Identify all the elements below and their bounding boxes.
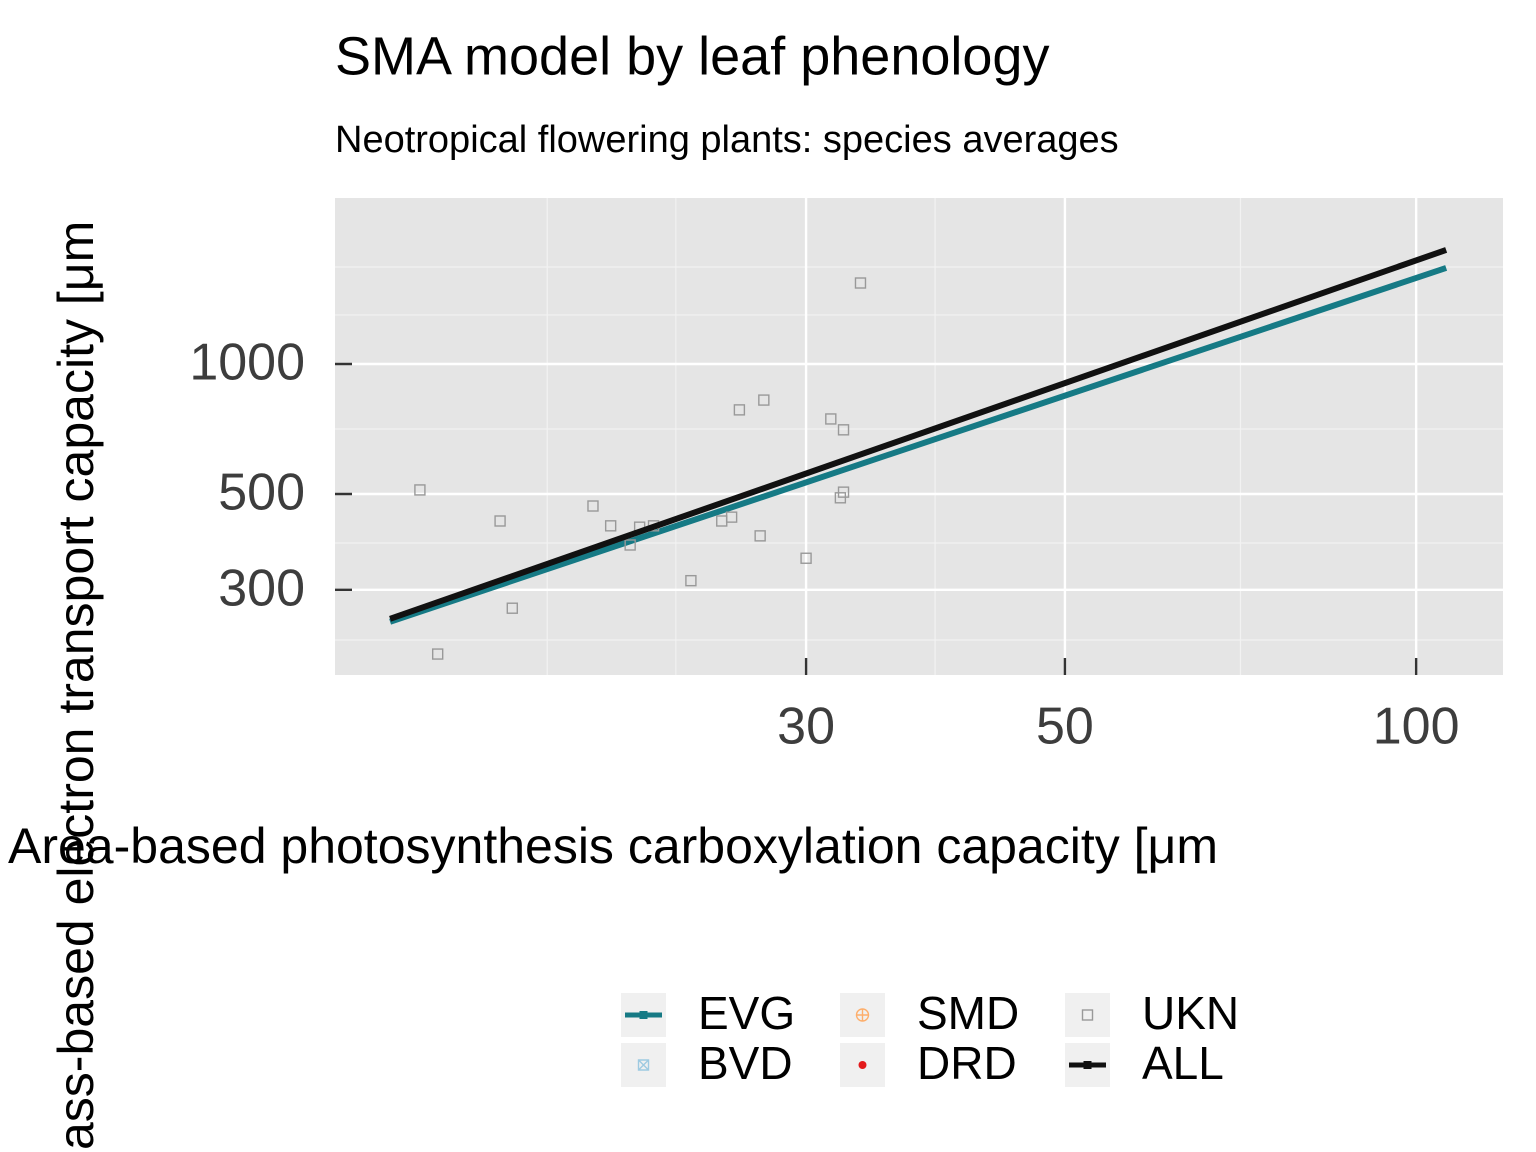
data-point xyxy=(414,484,426,496)
legend-label: BVD xyxy=(698,1037,793,1089)
data-point xyxy=(837,424,850,436)
y-tick-label: 1000 xyxy=(189,334,305,392)
data-point xyxy=(587,500,599,512)
data-point xyxy=(837,486,850,498)
data-point xyxy=(825,413,837,425)
x-axis-label: Area-based photosynthesis carboxylation … xyxy=(8,818,1218,874)
y-tick-label: 300 xyxy=(218,560,305,618)
data-point xyxy=(758,394,770,406)
legend-symbol xyxy=(1081,1009,1094,1021)
chart-subtitle: Neotropical flowering plants: species av… xyxy=(335,119,1119,161)
sma-line xyxy=(389,265,1448,625)
y-tick-label: 500 xyxy=(218,464,305,522)
x-tick-label: 100 xyxy=(1373,698,1460,756)
y-axis-label: ass-based electron transport capacity [μ… xyxy=(48,221,104,1150)
x-tick-label: 30 xyxy=(777,698,835,756)
legend-key xyxy=(1065,993,1110,1037)
legend-symbol xyxy=(637,1059,650,1071)
data-point xyxy=(506,602,518,614)
chart-title: SMA model by leaf phenology xyxy=(335,26,1049,86)
data-point xyxy=(854,277,867,289)
legend-label: DRD xyxy=(917,1037,1017,1089)
data-point xyxy=(733,404,746,416)
legend-label: UKN xyxy=(1142,987,1239,1039)
data-point xyxy=(725,511,738,523)
legend-label: EVG xyxy=(698,987,795,1039)
legend-line xyxy=(1083,1061,1092,1069)
sma-line xyxy=(389,247,1448,622)
legend-line xyxy=(639,1011,648,1019)
data-point xyxy=(685,574,697,587)
data-point xyxy=(800,552,812,564)
data-point xyxy=(604,520,617,532)
data-point xyxy=(624,539,636,551)
x-tick-label: 50 xyxy=(1036,698,1094,756)
data-point xyxy=(431,648,444,660)
legend-label: SMD xyxy=(917,987,1019,1039)
legend-symbol xyxy=(858,1061,867,1069)
legend-label: ALL xyxy=(1142,1037,1224,1089)
legend-symbol xyxy=(855,1008,870,1022)
data-point xyxy=(494,515,506,527)
data-point xyxy=(754,530,766,542)
